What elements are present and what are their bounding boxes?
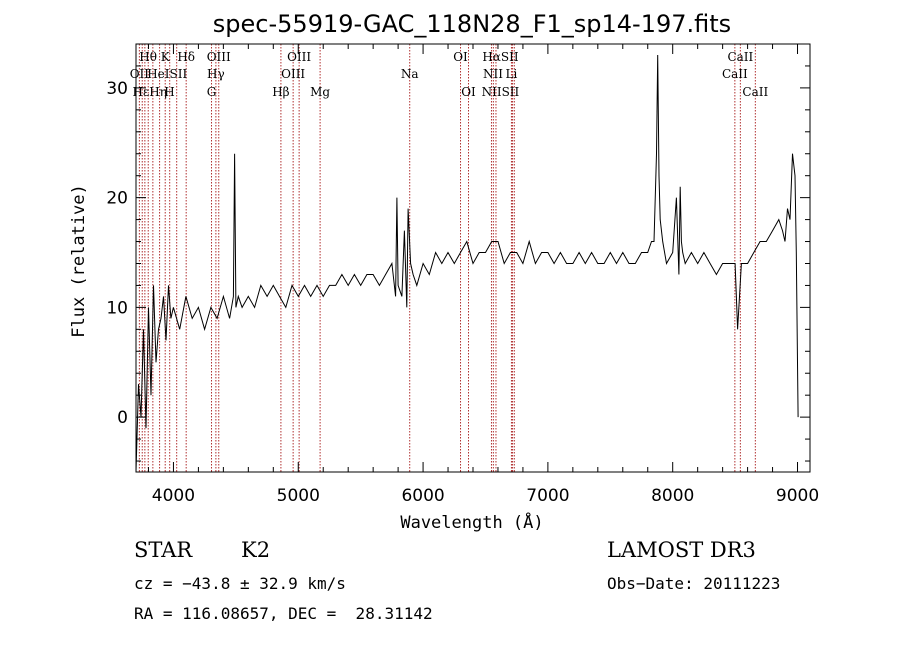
line-label-3: OIII (207, 50, 231, 64)
line-label-9: HeISII (147, 67, 187, 81)
line-label-6: HαSII (482, 50, 519, 64)
line-label-13: NII (483, 67, 503, 81)
y-tick-label-3: 30 (106, 79, 128, 99)
line-label-12: Na (401, 67, 419, 81)
line-label-2: Hδ (177, 50, 195, 64)
x-tick-label-1: 5000 (277, 486, 320, 506)
line-label-11: OIII (281, 67, 305, 81)
series-flux-line (135, 54, 799, 473)
y-axis-label: Flux (relative) (69, 184, 89, 338)
x-axis-label: Wavelength (Å) (400, 511, 543, 533)
x-tick-label-4: 8000 (651, 486, 694, 506)
line-label-1: K (161, 50, 171, 64)
spectrum-series (135, 54, 799, 473)
axis-ticks: 4000 5000 6000 7000 8000 9000 0 10 20 30 (106, 43, 819, 506)
line-label-0: Hθ (139, 50, 157, 64)
line-label-21: OI (461, 85, 476, 99)
line-label-20: Mg (310, 85, 330, 99)
y-tick-label-1: 10 (106, 298, 128, 318)
line-label-4: OIII (287, 50, 311, 64)
coordinates: RA = 116.08657, DEC = 28.31142 (134, 604, 433, 623)
x-tick-label-5: 9000 (776, 486, 819, 506)
chart-title: spec-55919-GAC_118N28_F1_sp14-197.fits (213, 10, 731, 38)
line-label-16: HεHη (133, 85, 167, 99)
line-label-10: Hγ (207, 67, 225, 81)
x-tick-label-0: 4000 (152, 486, 195, 506)
line-label-23: CaII (742, 85, 768, 99)
plot-frame (135, 43, 811, 473)
line-label-7: CaII (727, 50, 753, 64)
redshift-velocity: cz = −43.8 ± 32.9 km/s (134, 574, 346, 593)
x-tick-label-3: 7000 (526, 486, 569, 506)
line-label-15: CaII (722, 67, 748, 81)
object-type: STAR (134, 538, 193, 562)
observation-date: Obs−Date: 20111223 (607, 574, 781, 593)
spectral-subclass: K2 (241, 538, 271, 562)
emission-line-markers (138, 44, 756, 472)
line-label-18: G (207, 85, 217, 99)
x-tick-label-2: 6000 (401, 486, 444, 506)
y-tick-label-0: 0 (117, 408, 128, 428)
line-label-8: OII (130, 67, 150, 81)
line-label-14: Li (506, 67, 518, 81)
line-label-19: Hβ (272, 85, 289, 99)
line-label-17: H (164, 85, 174, 99)
line-label-22: NIISII (482, 85, 520, 99)
survey-name: LAMOST DR3 (607, 538, 756, 562)
line-label-5: OI (453, 50, 468, 64)
y-tick-label-2: 20 (106, 189, 128, 209)
